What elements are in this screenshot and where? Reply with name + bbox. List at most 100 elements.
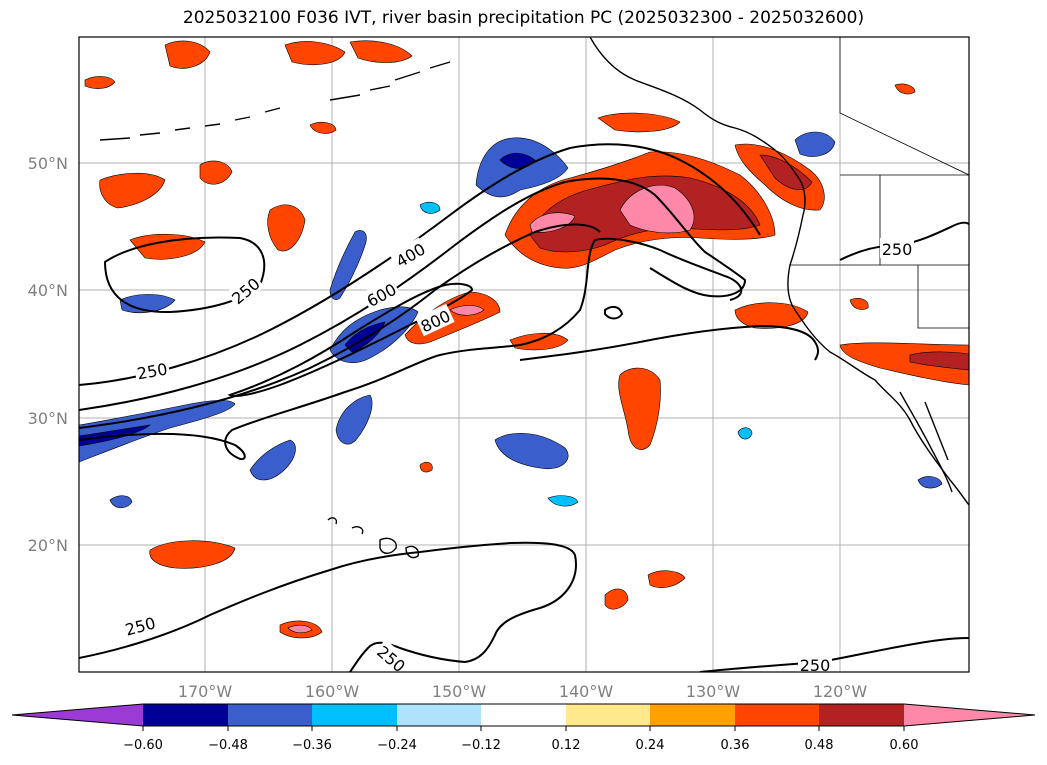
pos-region-coast-dark [909,351,969,371]
colorbar-segment-pos-036 [735,704,819,726]
neg-region-west [79,400,236,463]
pos-region-top-mid [349,40,413,63]
colorbar-tick-label: −0.24 [377,738,417,753]
colorbar-tick-label: 0.12 [552,738,581,753]
lat-label-50n: 50°N [28,154,68,173]
neg-region-south-2 [335,394,373,445]
colorbar-tick-label: −0.36 [292,738,332,753]
pos-region-south-central [618,367,661,450]
lon-label-140w: 140°W [559,682,614,701]
neg-region-small-2 [547,495,579,507]
colorbar-segment-neg-024 [397,704,481,726]
contour-label-250-east: 250 [882,240,913,259]
neg-region-south [249,439,296,481]
contour-250-south [79,237,743,461]
pos-region-small-1 [419,461,433,473]
map-plot-area: 250 400 600 800 250 250 250 250 250 [79,37,969,675]
colorbar-tick-label: 0.36 [721,738,750,753]
pos-region-southwest [149,540,236,569]
colorbar-segment-neutral [481,704,566,726]
pos-region-top-center [284,41,346,65]
coastlines [99,37,969,559]
aleutian-islands [99,61,451,141]
pos-region-top-left [164,40,211,69]
latitude-labels: 50°N 40°N 30°N 20°N [28,154,68,555]
hawaii-islands [327,517,420,559]
neg-region-southeast [494,432,569,470]
pos-region-west-3 [267,204,306,252]
map-title: 2025032100 F036 IVT, river basin precipi… [182,8,865,28]
neg-region-small-3 [109,495,133,509]
neg-region-small-5 [917,476,943,489]
neg-region-small-4 [419,201,441,214]
contour-400 [79,177,747,411]
pos-region-small-4 [309,121,337,134]
lat-label-20n: 20°N [28,536,68,555]
political-borders [790,37,969,329]
colorbar-extend-low [12,704,143,726]
neg-region-northeast [794,131,836,157]
colorbar-tick-label: −0.12 [461,738,501,753]
pos-region-south-east-2 [647,570,686,588]
lon-label-150w: 150°W [432,682,487,701]
colorbar-extend-high [904,704,1035,726]
contour-250-outer-north [79,143,761,386]
pos-region-main-pink [619,184,695,234]
lon-label-160w: 160°W [305,682,360,701]
neg-region-small-1 [737,427,753,440]
colorbar-ticks [142,726,905,731]
contour-250-bottom [79,541,577,672]
contour-800 [227,282,474,397]
lat-label-30n: 30°N [28,409,68,428]
pos-region-main-pink-2 [529,212,576,233]
colorbar-segment-neg-048 [228,704,312,726]
contour-250-east-bottom [699,637,969,672]
baja-california [899,391,953,493]
longitude-labels: 170°W 160°W 150°W 140°W 130°W 120°W [178,682,868,701]
contour-label-250-bottom-east: 250 [800,656,831,675]
neg-region-mid-west [119,294,176,313]
neg-region-arm [329,230,367,300]
pos-region-nw-corner [84,76,116,89]
state-border-2 [917,265,969,329]
colorbar-tick-label: 0.48 [805,738,834,753]
gulf-of-california [924,401,949,461]
pacific-coast-na [787,214,969,506]
pos-region-west-4 [199,160,233,185]
colorbar: −0.60 −0.48 −0.36 −0.24 −0.12 0.12 0.24 … [11,703,1036,753]
colorbar-tick-label: −0.60 [123,738,163,753]
pos-region-arc-pink [449,305,485,316]
alaska-coast [589,37,806,216]
pos-region-east [734,302,809,329]
lon-label-130w: 130°W [686,682,741,701]
colorbar-tick-labels: −0.60 −0.48 −0.36 −0.24 −0.12 0.12 0.24 … [123,738,918,753]
pos-region-small-2 [894,83,916,95]
pos-region-south-east [604,588,629,610]
pos-region-small-3 [849,298,869,310]
contour-250-southeast [519,324,819,361]
lon-label-170w: 170°W [178,682,233,701]
colorbar-segment-neg-060 [143,704,228,726]
neg-region-north-core [499,152,536,169]
colorbar-segment-pos-024 [650,704,735,726]
us-canada-border [839,37,969,176]
pos-region-mid [509,332,569,351]
pos-region-north-strip [597,112,681,133]
lat-label-40n: 40°N [28,281,68,300]
pos-region-west-2 [129,233,206,260]
colorbar-tick-label: −0.48 [208,738,248,753]
colorbar-tick-label: 0.60 [890,738,919,753]
map-frame [78,36,970,673]
colorbar-tick-label: 0.24 [636,738,665,753]
colorbar-segment-neg-036 [312,704,397,726]
pos-region-southwest-2-pink [287,624,313,634]
pos-region-northeast-dark [759,154,813,190]
colorbar-segment-pos-012 [566,704,650,726]
colorbar-segment-pos-048 [819,704,904,726]
pos-region-west-1 [99,172,166,209]
contour-250-small-loop [604,305,624,320]
contour-600 [79,223,601,429]
lon-label-120w: 120°W [813,682,868,701]
contour-250-east [839,221,969,261]
